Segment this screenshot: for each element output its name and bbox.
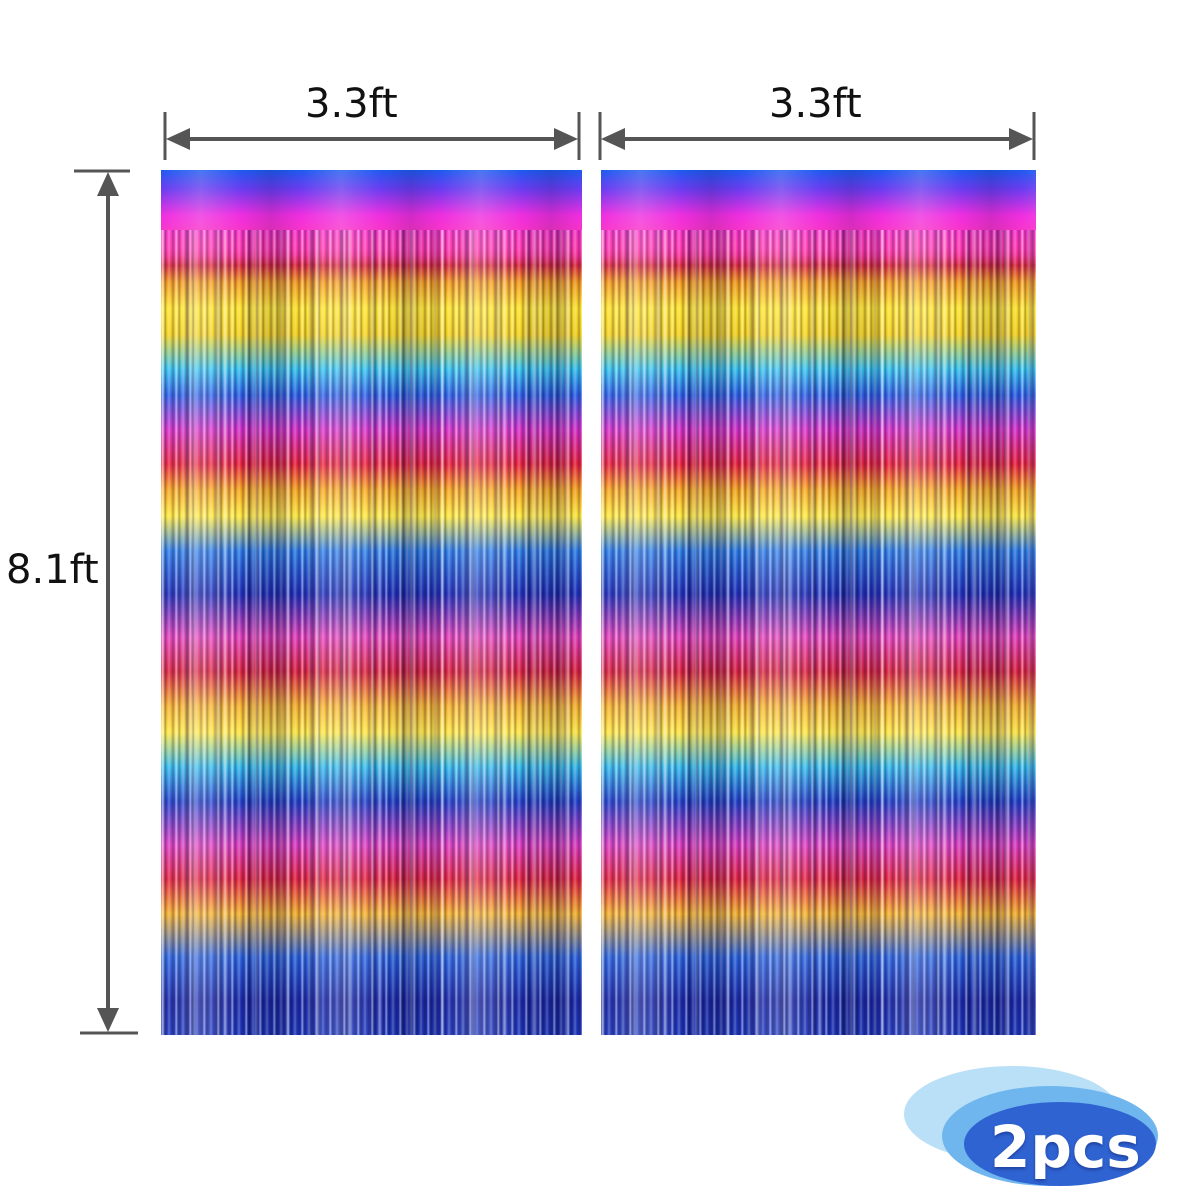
badge-inner-ellipse bbox=[964, 1102, 1156, 1186]
width-label-left: 3.3ft bbox=[305, 81, 398, 127]
width-arrow-left bbox=[163, 112, 581, 160]
height-label: 8.1ft bbox=[6, 547, 99, 593]
badge-text: 2pcs bbox=[990, 1113, 1141, 1181]
width-arrow-right bbox=[598, 112, 1036, 160]
curtain-left bbox=[161, 170, 582, 1035]
quantity-badge bbox=[904, 1066, 1158, 1186]
curtain-right bbox=[601, 170, 1036, 1035]
width-label-right: 3.3ft bbox=[769, 81, 862, 127]
height-arrow bbox=[74, 169, 138, 1035]
